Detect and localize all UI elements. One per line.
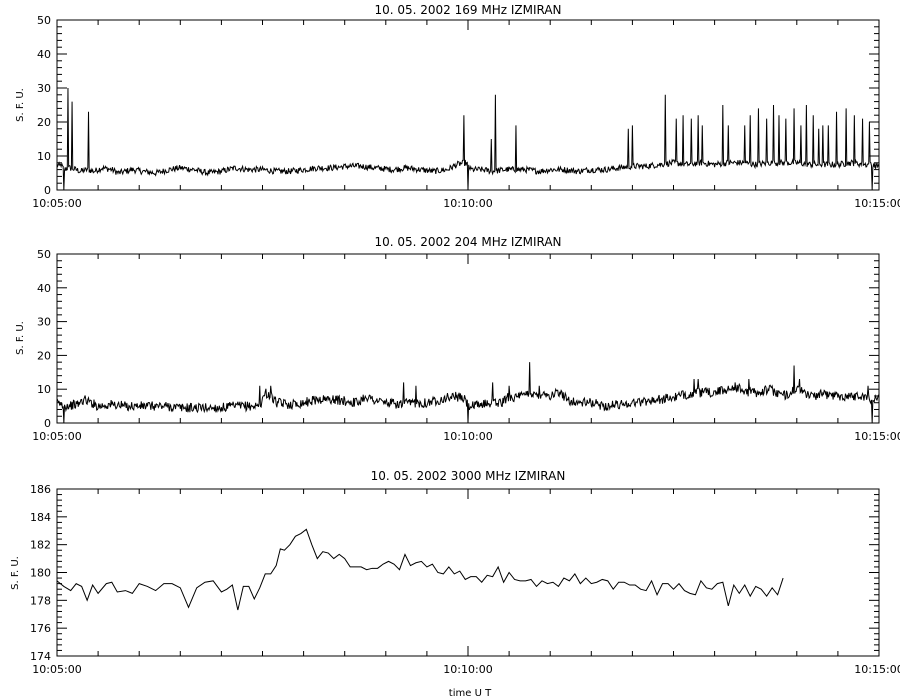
x-tick-label: 10:15:00 <box>854 663 900 676</box>
y-tick-labels-169mhz: 0 10 20 30 40 50 <box>37 14 51 197</box>
y-tick-label: 0 <box>44 184 51 197</box>
y-axis-label-169mhz: S. F. U. <box>15 88 26 122</box>
y-axis-label-204mhz: S. F. U. <box>15 321 26 355</box>
y-tick-label: 180 <box>30 567 51 580</box>
x-tick-labels-3000mhz: 10:05:00 10:10:00 10:15:00 <box>32 663 900 676</box>
series-line-169mhz <box>56 87 880 191</box>
y-tick-label: 10 <box>37 150 51 163</box>
plot-frame-3000mhz <box>56 488 880 657</box>
y-tick-label: 40 <box>37 282 51 295</box>
x-tick-label: 10:05:00 <box>32 430 81 443</box>
chart-title-204mhz: 10. 05. 2002 204 MHz IZMIRAN <box>374 235 561 249</box>
y-tick-label: 186 <box>30 483 51 496</box>
y-tick-label: 176 <box>30 622 51 635</box>
y-tick-label: 184 <box>30 511 51 524</box>
x-tick-label: 10:10:00 <box>443 430 492 443</box>
x-tick-label: 10:10:00 <box>443 663 492 676</box>
x-tick-label: 10:15:00 <box>854 430 900 443</box>
x-tick-label: 10:05:00 <box>32 663 81 676</box>
chart-title-169mhz: 10. 05. 2002 169 MHz IZMIRAN <box>374 3 561 17</box>
panel-169mhz: 10. 05. 2002 169 MHz IZMIRAN S. F. U. 01… <box>15 3 900 210</box>
y-tick-label: 182 <box>30 539 51 552</box>
y-tick-labels-3000mhz: 174 176 178 180 182 184 186 <box>30 483 51 663</box>
y-tick-label: 30 <box>37 82 51 95</box>
panel-3000mhz: 10. 05. 2002 3000 MHz IZMIRAN S. F. U. 1… <box>10 469 900 699</box>
y-tick-label: 50 <box>37 248 51 261</box>
plot-frame <box>56 253 880 424</box>
y-tick-labels-204mhz: 0 10 20 30 40 50 <box>37 248 51 430</box>
x-tick-label: 10:05:00 <box>32 197 81 210</box>
y-tick-label: 174 <box>30 650 51 663</box>
y-tick-label: 40 <box>37 48 51 61</box>
chart-title-3000mhz: 10. 05. 2002 3000 MHz IZMIRAN <box>371 469 566 483</box>
x-tick-labels-204mhz: 10:05:00 10:10:00 10:15:00 <box>32 430 900 443</box>
series-line-204mhz <box>56 362 880 424</box>
y-tick-label: 0 <box>44 417 51 430</box>
y-tick-label: 20 <box>37 116 51 129</box>
y-axis-label-3000mhz: S. F. U. <box>10 556 21 590</box>
y-tick-label: 50 <box>37 14 51 27</box>
y-tick-label: 20 <box>37 349 51 362</box>
x-axis-label-bottom: time U T <box>449 688 492 699</box>
series-line-3000mhz <box>56 528 784 611</box>
y-tick-label: 10 <box>37 383 51 396</box>
x-tick-labels-169mhz: 10:05:00 10:10:00 10:15:00 <box>32 197 900 210</box>
plot-frame <box>56 488 880 657</box>
panel-204mhz: 10. 05. 2002 204 MHz IZMIRAN S. F. U. 01… <box>15 235 900 443</box>
x-tick-label: 10:15:00 <box>854 197 900 210</box>
x-tick-label: 10:10:00 <box>443 197 492 210</box>
y-tick-label: 178 <box>30 594 51 607</box>
plot-frame-204mhz <box>56 253 880 424</box>
y-tick-label: 30 <box>37 316 51 329</box>
